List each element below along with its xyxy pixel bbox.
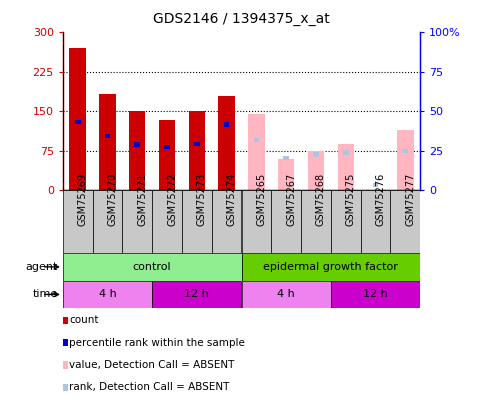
Bar xyxy=(212,190,242,253)
Bar xyxy=(338,144,354,190)
Bar xyxy=(402,149,408,153)
Bar xyxy=(93,190,122,253)
Bar xyxy=(301,190,331,253)
Bar xyxy=(189,111,205,190)
Text: percentile rank within the sample: percentile rank within the sample xyxy=(69,338,245,347)
Text: GSM75274: GSM75274 xyxy=(227,173,237,226)
Bar xyxy=(242,253,420,281)
Text: GSM75272: GSM75272 xyxy=(167,173,177,226)
Bar xyxy=(152,190,182,253)
Bar xyxy=(397,130,413,190)
Bar xyxy=(159,120,175,190)
Bar xyxy=(99,94,115,190)
Bar xyxy=(343,150,349,155)
Text: GSM75269: GSM75269 xyxy=(78,173,88,226)
Text: count: count xyxy=(69,315,99,325)
Text: GSM75265: GSM75265 xyxy=(256,173,267,226)
Bar xyxy=(63,190,93,253)
Bar xyxy=(152,281,242,308)
Bar xyxy=(373,183,378,187)
Bar xyxy=(284,156,289,160)
Bar xyxy=(224,122,229,127)
Text: GSM75275: GSM75275 xyxy=(346,173,356,226)
Bar xyxy=(390,190,420,253)
Bar xyxy=(75,120,81,124)
Text: value, Detection Call = ABSENT: value, Detection Call = ABSENT xyxy=(69,360,234,370)
Bar xyxy=(164,145,170,149)
Bar xyxy=(70,48,86,190)
Text: rank, Detection Call = ABSENT: rank, Detection Call = ABSENT xyxy=(69,382,229,392)
Bar xyxy=(122,190,152,253)
Bar xyxy=(278,159,294,190)
Text: GSM75270: GSM75270 xyxy=(108,173,117,226)
Bar xyxy=(271,190,301,253)
Text: GSM75276: GSM75276 xyxy=(376,173,385,226)
Text: 4 h: 4 h xyxy=(99,290,116,299)
Bar xyxy=(331,190,361,253)
Bar xyxy=(194,142,199,146)
Bar xyxy=(63,253,242,281)
Text: agent: agent xyxy=(26,262,58,272)
Bar xyxy=(308,151,324,190)
Text: 12 h: 12 h xyxy=(363,290,388,299)
Text: GSM75271: GSM75271 xyxy=(137,173,147,226)
Bar xyxy=(248,114,265,190)
Bar xyxy=(134,143,140,147)
Bar xyxy=(254,138,259,143)
Bar xyxy=(361,190,390,253)
Text: GSM75277: GSM75277 xyxy=(405,173,415,226)
Bar xyxy=(313,152,319,157)
Bar xyxy=(331,281,420,308)
Bar xyxy=(182,190,212,253)
Text: epidermal growth factor: epidermal growth factor xyxy=(263,262,398,272)
Bar xyxy=(63,281,152,308)
Bar xyxy=(129,111,145,190)
Text: 4 h: 4 h xyxy=(277,290,295,299)
Bar xyxy=(242,190,271,253)
Bar xyxy=(242,281,331,308)
Text: 12 h: 12 h xyxy=(185,290,209,299)
Text: time: time xyxy=(33,290,58,299)
Bar xyxy=(218,96,235,190)
Text: GSM75267: GSM75267 xyxy=(286,173,296,226)
Text: GSM75273: GSM75273 xyxy=(197,173,207,226)
Text: GSM75268: GSM75268 xyxy=(316,173,326,226)
Bar xyxy=(105,134,110,138)
Text: GDS2146 / 1394375_x_at: GDS2146 / 1394375_x_at xyxy=(153,12,330,26)
Text: control: control xyxy=(133,262,171,272)
